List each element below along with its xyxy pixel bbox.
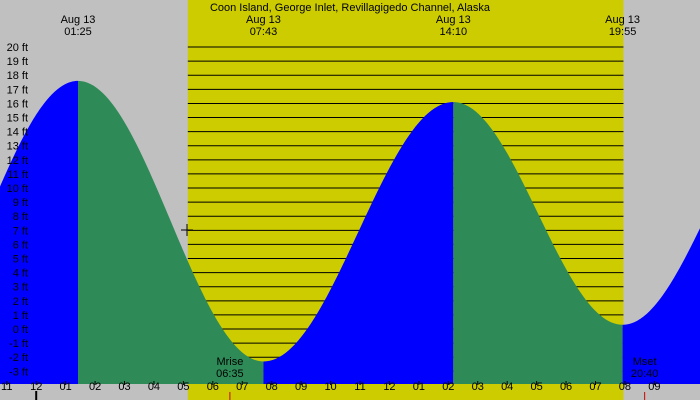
moon-event-label: Mrise xyxy=(216,356,243,368)
x-tick-label: 03 xyxy=(118,381,130,393)
x-axis-tick-labels: 11 12 01 02 03 04 05 06 07 08 09 10 11 12 01 02 03 04 05 06… xyxy=(1,381,660,400)
y-tick-label: 0 ft xyxy=(13,324,28,336)
extreme-date-label: Aug 13 xyxy=(436,14,471,26)
x-tick-label: 07 xyxy=(589,381,601,393)
x-tick-label: 07 xyxy=(236,381,248,393)
crosshair-cursor xyxy=(181,224,193,236)
y-tick-label: -1 ft xyxy=(9,338,28,350)
x-tick-label: 02 xyxy=(89,381,101,393)
y-axis-tick-labels: 20 ft 19 ft 18 ft 17 ft 16 ft 15 ft 14 ft 13 ft… xyxy=(7,42,28,378)
y-tick-label: 1 ft xyxy=(13,310,28,322)
y-tick-label: 9 ft xyxy=(13,197,28,209)
y-tick-label: 4 ft xyxy=(13,268,28,280)
rising-tide-area xyxy=(263,102,454,384)
falling-tide-area xyxy=(78,80,264,384)
y-tick-label: 14 ft xyxy=(7,127,28,139)
y-tick-label: 18 ft xyxy=(7,70,28,82)
extreme-time-label: 14:10 xyxy=(440,26,468,38)
moon-event-time: 20:40 xyxy=(631,368,659,380)
extreme-date-label: Aug 13 xyxy=(605,14,640,26)
y-tick-label: 20 ft xyxy=(7,42,28,54)
extreme-time-label: 01:25 xyxy=(64,26,92,38)
x-tick-label: 06 xyxy=(207,381,219,393)
extreme-date-label: Aug 13 xyxy=(246,14,281,26)
x-tick-label: 10 xyxy=(324,381,336,393)
y-tick-label: 2 ft xyxy=(13,296,28,308)
chart-title: Coon Island, George Inlet, Revillagigedo… xyxy=(210,2,491,14)
moon-event-time: 06:35 xyxy=(216,368,244,380)
y-tick-label: 19 ft xyxy=(7,56,28,68)
x-tick-label: 04 xyxy=(148,381,160,393)
extreme-time-label: 19:55 xyxy=(609,26,637,38)
falling-tide-area xyxy=(453,102,623,384)
y-tick-label: 12 ft xyxy=(7,155,28,167)
x-tick-label: 01 xyxy=(413,381,425,393)
x-tick-label: 08 xyxy=(266,381,278,393)
y-tick-label: 7 ft xyxy=(13,225,28,237)
y-tick-label: -2 ft xyxy=(9,352,28,364)
y-tick-label: 3 ft xyxy=(13,282,28,294)
moon-event-label: Mset xyxy=(633,356,657,368)
x-tick-label: 11 xyxy=(354,381,365,393)
x-tick-label: 05 xyxy=(531,381,543,393)
rising-tide-area xyxy=(0,80,79,384)
y-tick-label: 15 ft xyxy=(7,113,28,125)
y-tick-label: 10 ft xyxy=(7,183,28,195)
x-tick-label: 11 xyxy=(1,381,12,393)
extreme-time-label: 07:43 xyxy=(250,26,278,38)
rising-tide-area xyxy=(622,228,700,384)
x-tick-label: 02 xyxy=(442,381,454,393)
y-tick-label: 5 ft xyxy=(13,254,28,266)
x-tick-label: 03 xyxy=(472,381,484,393)
x-tick-label: 12 xyxy=(383,381,395,393)
extreme-date-label: Aug 13 xyxy=(61,14,96,26)
y-tick-label: 6 ft xyxy=(13,239,28,251)
x-tick-label: 01 xyxy=(60,381,72,393)
x-tick-label: 04 xyxy=(501,381,513,393)
y-tick-label: 11 ft xyxy=(7,169,28,181)
tide-areas xyxy=(0,80,700,384)
x-tick-label: 05 xyxy=(177,381,189,393)
x-tick-label: 09 xyxy=(648,381,660,393)
y-tick-label: 13 ft xyxy=(7,141,28,153)
x-tick-label: 06 xyxy=(560,381,572,393)
y-tick-label: 17 ft xyxy=(7,84,28,96)
y-tick-label: -3 ft xyxy=(9,366,28,378)
x-tick-label: 08 xyxy=(619,381,631,393)
x-tick-label: 12 xyxy=(30,381,42,393)
y-tick-label: 8 ft xyxy=(13,211,28,223)
x-tick-label: 09 xyxy=(295,381,307,393)
y-tick-label: 16 ft xyxy=(7,98,28,110)
